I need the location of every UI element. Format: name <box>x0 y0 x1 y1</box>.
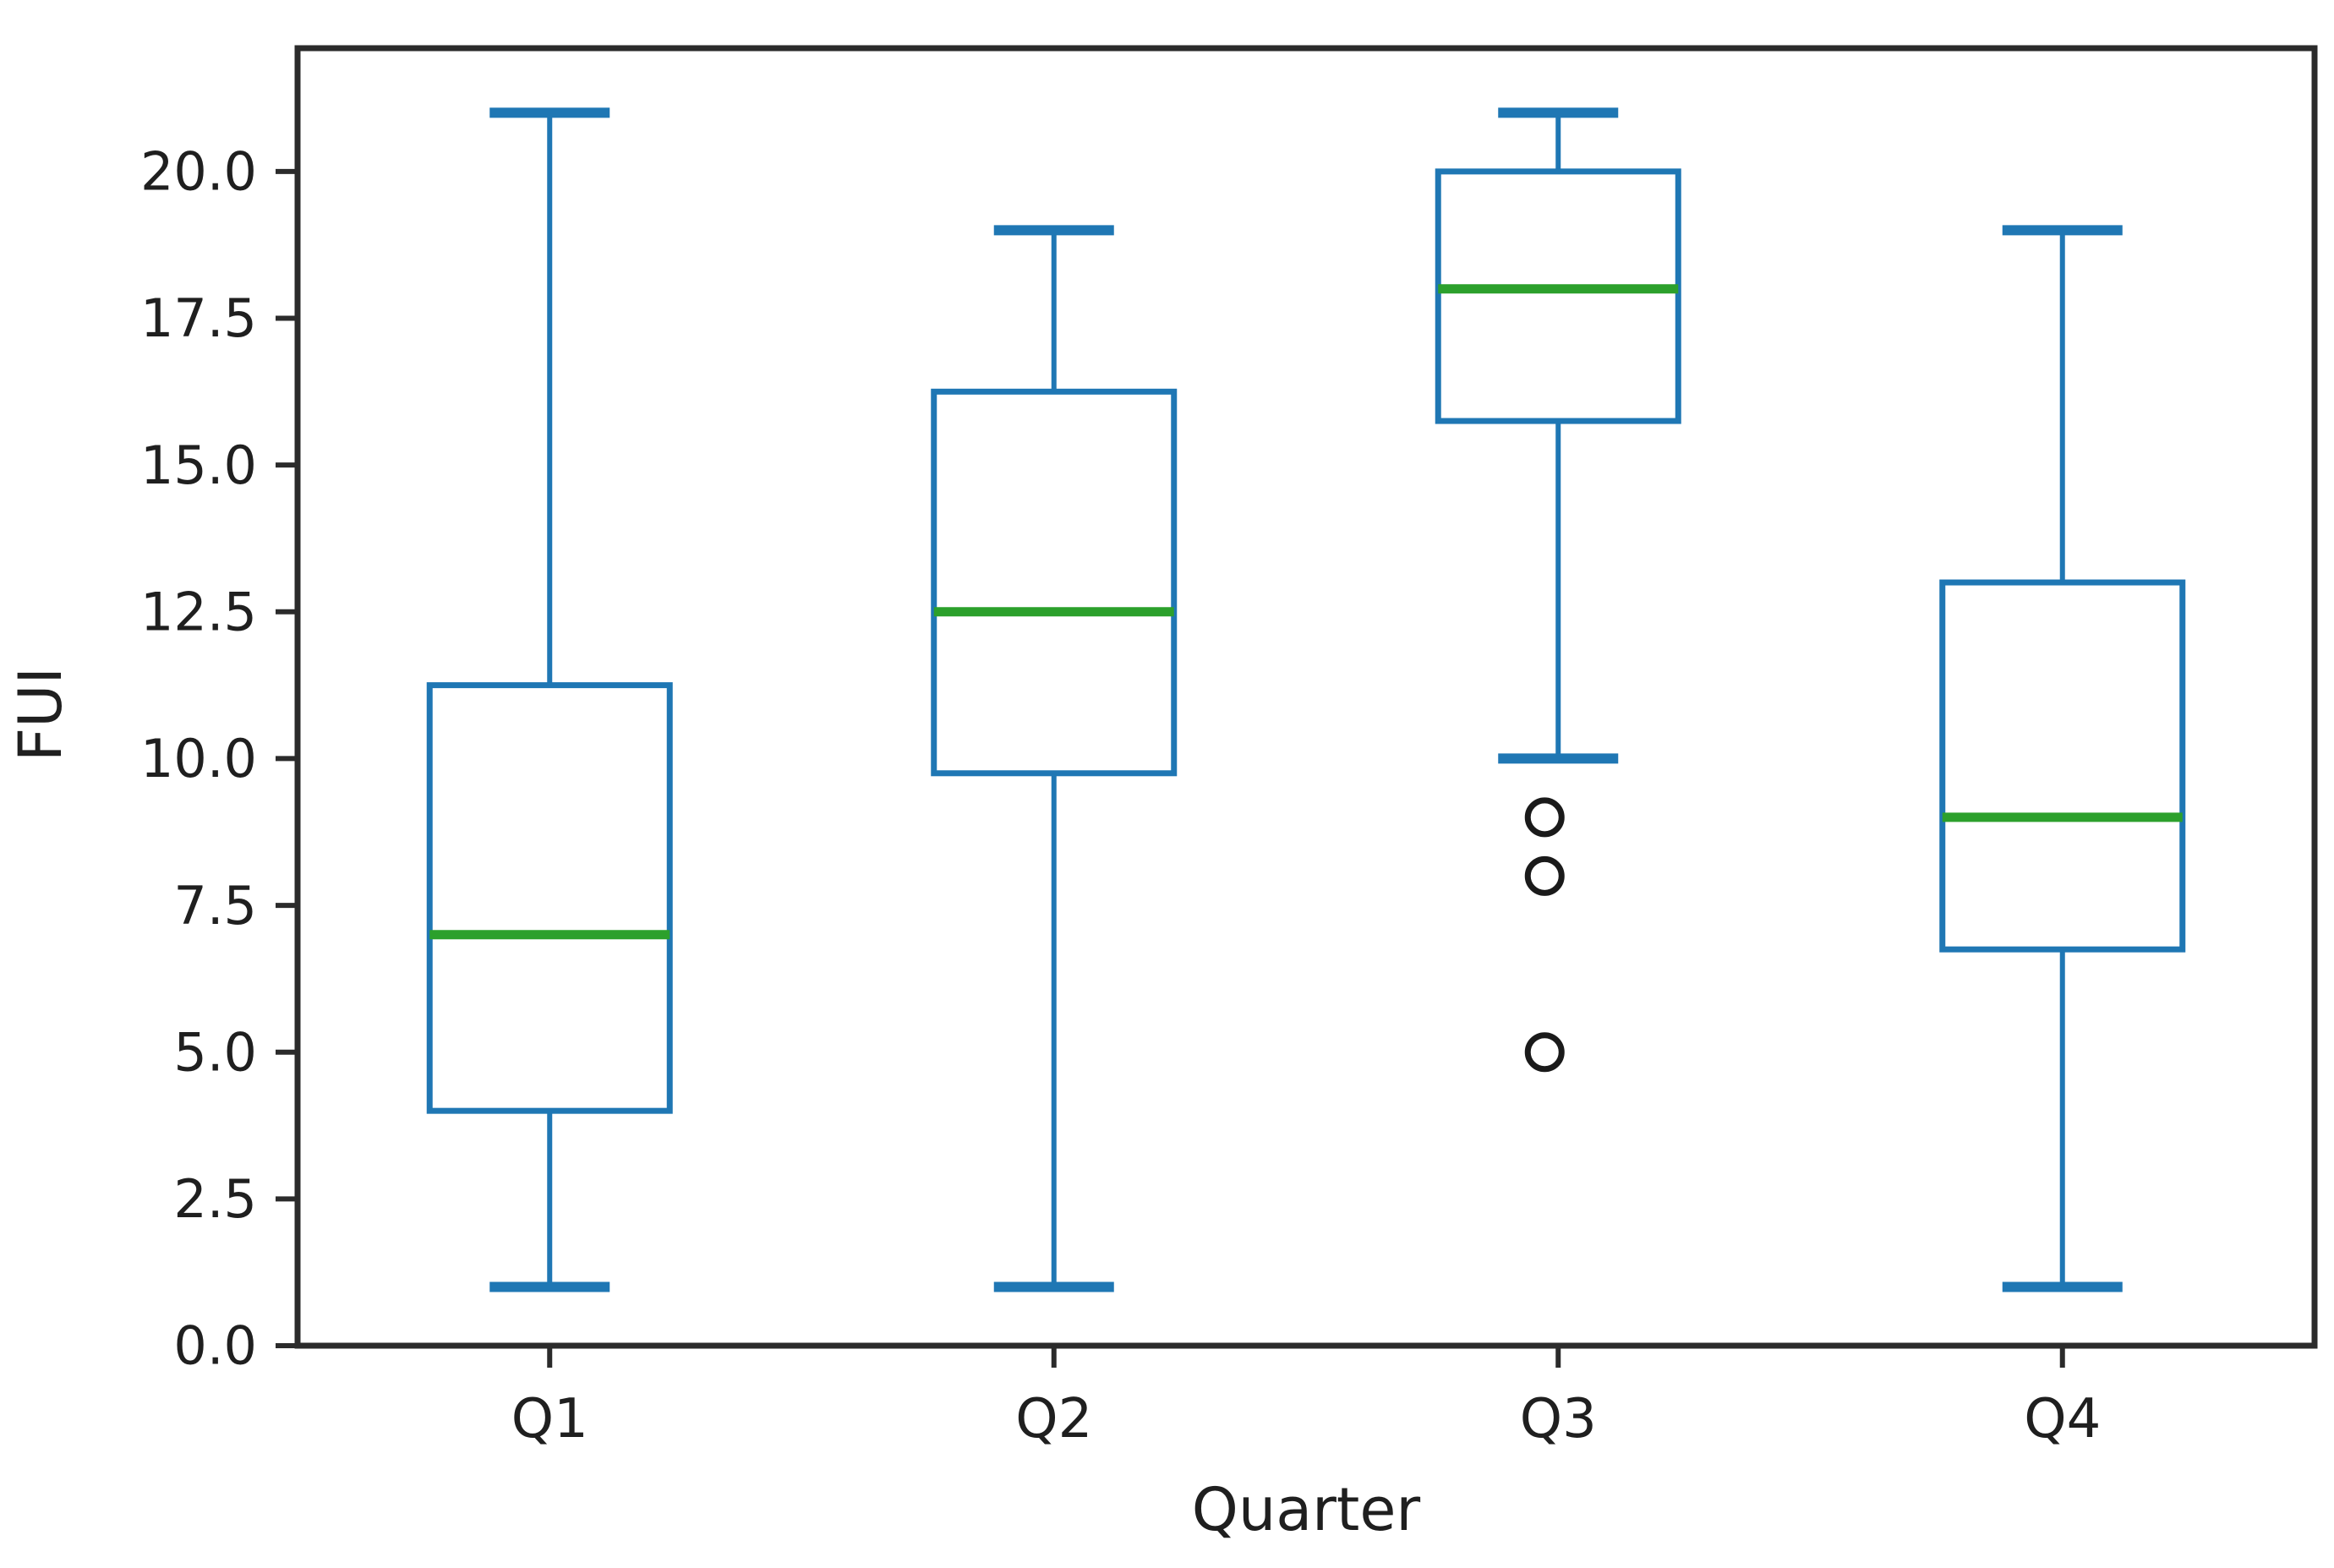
y-tick-label: 0.0 <box>173 1315 257 1377</box>
axes-frame <box>294 45 2318 1349</box>
y-axis-label: FUI <box>6 667 75 762</box>
plot-elements: 0.0 2.5 5.0 7.5 10.0 12.5 15.0 17.5 20.0 Q1 Q2 Q3 Q4 <box>140 45 2318 1451</box>
x-tick-label: Q1 <box>511 1388 588 1451</box>
y-tick-label: 20.0 <box>140 141 257 203</box>
y-tick-label: 10.0 <box>140 728 257 789</box>
x-tick-label: Q4 <box>2024 1388 2101 1451</box>
iqr-box <box>1939 579 2186 953</box>
outlier-point <box>1524 855 1565 896</box>
y-tick-label: 15.0 <box>140 434 257 496</box>
x-tick-label: Q3 <box>1520 1388 1597 1451</box>
y-tick-label: 17.5 <box>140 287 257 349</box>
iqr-box <box>426 682 673 1114</box>
outlier-point <box>1524 797 1565 838</box>
iqr-box <box>1435 168 1681 424</box>
y-tick-label: 12.5 <box>140 581 257 642</box>
iqr-box <box>931 388 1178 777</box>
outlier-point <box>1524 1032 1565 1073</box>
x-axis-label: Quarter <box>1192 1475 1421 1544</box>
y-tick-label: 5.0 <box>173 1021 257 1083</box>
x-tick-label: Q2 <box>1015 1388 1092 1451</box>
y-tick-label: 2.5 <box>173 1168 257 1230</box>
y-tick-label: 7.5 <box>173 875 257 937</box>
